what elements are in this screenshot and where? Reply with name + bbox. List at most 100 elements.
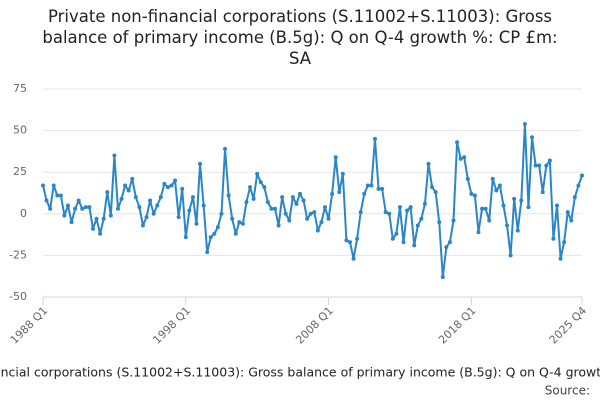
- point: [101, 216, 106, 221]
- point: [447, 240, 452, 245]
- point: [276, 223, 281, 228]
- point: [497, 183, 502, 188]
- point: [415, 223, 420, 228]
- point: [515, 228, 520, 233]
- point: [376, 186, 381, 191]
- y-tick-label: 0: [20, 207, 27, 220]
- point: [487, 218, 492, 223]
- point: [394, 231, 399, 236]
- point: [533, 163, 538, 168]
- y-tick-label: -25: [9, 248, 27, 261]
- point: [194, 221, 199, 226]
- point: [565, 210, 570, 215]
- point: [408, 205, 413, 210]
- x-tick-label: 1998 Q1: [150, 304, 193, 347]
- point: [205, 250, 210, 255]
- point: [333, 155, 338, 160]
- point: [90, 226, 95, 231]
- x-tick-label: 2018 Q1: [436, 304, 479, 347]
- point: [430, 185, 435, 190]
- point: [133, 195, 138, 200]
- point: [419, 216, 424, 221]
- point: [255, 171, 260, 176]
- point: [180, 186, 185, 191]
- point: [187, 208, 192, 213]
- point: [469, 191, 474, 196]
- point: [555, 203, 560, 208]
- point: [330, 191, 335, 196]
- point: [301, 198, 306, 203]
- point: [230, 216, 235, 221]
- point: [119, 196, 124, 201]
- x-tick-label: 2025 Q4: [547, 304, 590, 347]
- point: [190, 195, 195, 200]
- point: [544, 163, 549, 168]
- point: [572, 195, 577, 200]
- point: [362, 191, 367, 196]
- point: [176, 215, 181, 220]
- point: [512, 196, 517, 201]
- y-tick-label: -50: [9, 290, 27, 303]
- point: [440, 275, 445, 280]
- point: [569, 218, 574, 223]
- point: [483, 206, 488, 211]
- point: [201, 203, 206, 208]
- point: [522, 121, 527, 126]
- point: [383, 210, 388, 215]
- point: [262, 185, 267, 190]
- point: [76, 198, 81, 203]
- point: [83, 205, 88, 210]
- point: [537, 163, 542, 168]
- point: [372, 136, 377, 141]
- point: [551, 236, 556, 241]
- point: [258, 180, 263, 185]
- point: [51, 183, 56, 188]
- point: [501, 203, 506, 208]
- point: [397, 205, 402, 210]
- point: [140, 223, 145, 228]
- point: [490, 176, 495, 181]
- point: [69, 220, 74, 225]
- point: [87, 205, 92, 210]
- point: [283, 211, 288, 216]
- point: [44, 198, 49, 203]
- point: [433, 190, 438, 195]
- point: [355, 236, 360, 241]
- legend-entry: Private non-financial corporations (S.11…: [0, 365, 600, 380]
- point: [562, 240, 567, 245]
- point: [48, 206, 53, 211]
- point: [41, 183, 45, 188]
- point: [451, 218, 456, 223]
- point: [462, 155, 467, 160]
- point: [519, 198, 524, 203]
- point: [183, 235, 188, 240]
- point: [298, 191, 303, 196]
- point: [369, 183, 374, 188]
- point: [580, 173, 584, 178]
- point: [219, 211, 224, 216]
- chart-title: Private non-financial corporations (S.11…: [42, 7, 558, 68]
- point: [412, 243, 417, 248]
- point: [347, 240, 352, 245]
- point: [308, 211, 313, 216]
- point: [505, 223, 510, 228]
- point: [319, 220, 324, 225]
- point: [269, 206, 274, 211]
- point: [426, 161, 431, 166]
- series-line: [42, 122, 583, 279]
- point: [458, 156, 463, 161]
- point: [80, 206, 85, 211]
- point: [265, 200, 270, 205]
- point: [208, 235, 213, 240]
- point: [387, 211, 392, 216]
- point: [123, 183, 128, 188]
- point: [108, 213, 113, 218]
- point: [380, 186, 385, 191]
- point: [58, 193, 63, 198]
- point: [326, 216, 331, 221]
- point: [472, 193, 477, 198]
- point: [148, 198, 153, 203]
- point: [422, 201, 427, 206]
- point: [144, 215, 149, 220]
